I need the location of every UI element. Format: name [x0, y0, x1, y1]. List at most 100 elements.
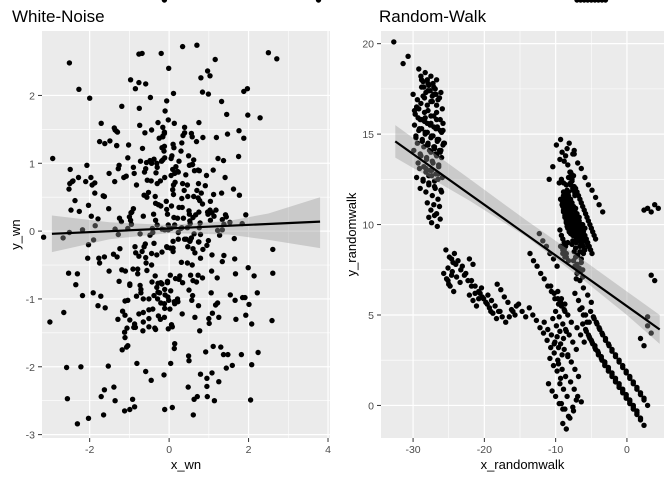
data-point: [519, 308, 525, 315]
data-point: [570, 404, 576, 410]
data-point: [207, 207, 213, 213]
data-point: [176, 204, 182, 211]
data-point: [412, 111, 418, 117]
data-point: [567, 196, 574, 202]
data-point: [214, 300, 221, 306]
data-point: [140, 296, 146, 302]
data-point: [588, 337, 594, 343]
data-point: [637, 335, 644, 342]
data-point: [593, 319, 599, 325]
data-point: [215, 155, 221, 162]
data-point: [150, 211, 157, 217]
data-point: [162, 406, 168, 413]
data-point: [570, 339, 576, 345]
data-point: [116, 278, 122, 284]
data-point: [162, 174, 168, 181]
data-point: [501, 294, 507, 300]
data-point: [172, 301, 178, 307]
x-tick-label: 0: [624, 444, 630, 456]
data-point: [194, 187, 200, 194]
data-point: [584, 319, 590, 325]
data-point: [67, 166, 73, 173]
x-tick-label: 2: [246, 444, 252, 456]
data-point: [432, 185, 438, 192]
data-point: [426, 173, 432, 179]
data-point: [195, 195, 201, 201]
random-walk-panel: -30 -20 -10 0 0 5 10 15 20 Random-Walk x_randomwal…: [344, 0, 664, 472]
data-point: [415, 160, 421, 166]
data-point: [428, 73, 434, 79]
data-point: [563, 426, 569, 432]
data-point: [75, 174, 82, 181]
data-point: [559, 352, 565, 358]
data-point: [243, 312, 249, 318]
data-point: [204, 375, 210, 381]
data-point: [79, 292, 86, 299]
data-point: [136, 51, 142, 57]
data-point: [179, 140, 185, 146]
data-point: [210, 191, 217, 198]
data-point: [569, 241, 575, 248]
y-tick-label: -3: [26, 430, 35, 442]
data-point: [466, 292, 473, 298]
data-point: [139, 145, 146, 152]
data-point: [424, 142, 430, 148]
data-point: [168, 155, 174, 162]
data-point: [567, 216, 573, 222]
data-point: [553, 142, 560, 148]
data-point: [101, 193, 108, 200]
data-point: [274, 56, 280, 62]
data-point: [176, 158, 182, 164]
data-point: [200, 134, 206, 141]
data-point: [418, 77, 425, 83]
data-point: [92, 180, 98, 186]
data-point: [130, 266, 136, 272]
data-point: [212, 56, 218, 63]
data-point: [546, 176, 552, 182]
data-point: [154, 160, 160, 166]
data-point: [554, 263, 560, 269]
data-point: [433, 102, 440, 108]
chart-title: White-Noise: [12, 7, 105, 26]
data-point: [430, 160, 436, 166]
data-point: [112, 398, 118, 404]
data-point: [180, 215, 187, 221]
data-point: [419, 136, 425, 143]
data-point: [134, 360, 140, 367]
data-point: [98, 120, 104, 127]
data-point: [472, 283, 478, 289]
data-point: [181, 187, 187, 194]
data-point: [413, 133, 419, 139]
data-point: [560, 335, 567, 342]
data-point: [572, 254, 579, 260]
data-point: [179, 195, 185, 202]
white-noise-panel: -2 0 2 4 -3 -2 -1 0 1 2 White-Noise x_wn y_wn: [8, 0, 331, 472]
data-point: [637, 415, 644, 421]
data-point: [233, 316, 239, 322]
data-point: [155, 289, 161, 295]
data-point: [150, 306, 156, 312]
data-point: [427, 88, 433, 94]
data-point: [169, 324, 175, 330]
data-point: [578, 399, 584, 405]
data-point: [479, 294, 485, 300]
data-point: [567, 415, 573, 421]
data-point: [135, 271, 141, 277]
data-point: [223, 214, 229, 220]
data-point: [422, 69, 428, 76]
data-point: [634, 384, 640, 391]
y-axis-label: y_randomwalk: [344, 192, 359, 276]
data-point: [598, 353, 604, 360]
data-point: [436, 147, 443, 154]
data-point: [98, 393, 104, 400]
data-point: [410, 91, 416, 98]
data-point: [144, 177, 150, 183]
data-point: [90, 237, 97, 243]
data-point: [214, 227, 221, 234]
y-tick-label: -2: [26, 362, 35, 374]
data-point: [557, 375, 564, 381]
data-point: [575, 160, 581, 166]
data-point: [562, 153, 569, 159]
data-point: [142, 130, 148, 136]
data-point: [508, 306, 515, 313]
